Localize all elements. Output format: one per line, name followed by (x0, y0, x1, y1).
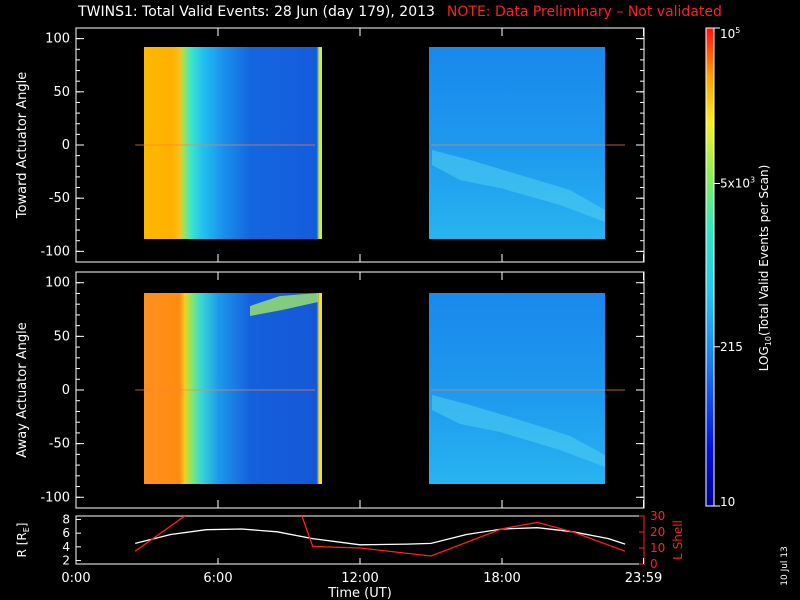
date-stamp: 10 Jul 13 (780, 546, 790, 586)
ytick-label: 100 (45, 276, 70, 291)
time-tick-label: 0:00 (61, 571, 90, 586)
away-heatmap (144, 293, 605, 484)
ytick-label: -50 (49, 191, 70, 206)
away-segment-1 (144, 293, 322, 484)
toward-feature-band (432, 150, 605, 222)
colorbar-label: LOG10(Total Valid Events per Scan) (757, 165, 773, 372)
colorbar (705, 27, 715, 507)
colorbar-tick-label: 10 (720, 495, 735, 509)
away-feature-band (250, 293, 318, 316)
orbit-ytick-label: 2 (62, 554, 70, 568)
orbit-panel-frame (75, 515, 645, 565)
time-x-axis: 0:00 6:00 12:00 18:00 23:59 (61, 558, 662, 586)
time-tick-label: 23:59 (625, 571, 662, 586)
orbit-y2tick-label: 10 (650, 541, 665, 555)
orbit-clip-area (77, 517, 643, 563)
orbit-y2tick-label: 0 (650, 557, 658, 571)
away-feature-band-2 (432, 395, 605, 467)
toward-heatmap (144, 47, 605, 239)
orbit-ytick-label: 4 (62, 540, 70, 554)
ytick-label: 0 (62, 383, 70, 398)
colorbar-tick-label: 215 (720, 340, 743, 354)
ytick-label: 0 (62, 138, 70, 153)
colorbar-ticks: 105 5x103 215 10 (714, 26, 755, 509)
orbit-lines (77, 516, 643, 563)
time-tick-label: 12:00 (341, 571, 378, 586)
chart-title: TWINS1: Total Valid Events: 28 Jun (day … (0, 4, 800, 20)
orbit-y2label: L Shell (671, 520, 685, 560)
time-axis-label: Time (UT) (327, 586, 392, 600)
preliminary-note: NOTE: Data Preliminary – Not validated (446, 4, 722, 20)
colorbar-tick-label: 5x103 (720, 175, 755, 190)
away-y-axis: 100 50 0 -50 -100 (40, 272, 645, 508)
ytick-label: 50 (53, 329, 70, 344)
ytick-label: -100 (40, 490, 70, 505)
ytick-label: -100 (40, 244, 70, 259)
r-series-line (135, 527, 626, 546)
time-tick-label: 18:00 (483, 571, 520, 586)
time-tick-label: 6:00 (203, 571, 232, 586)
orbit-y2tick-label: 30 (650, 509, 665, 523)
ytick-label: -50 (49, 437, 70, 452)
ytick-label: 50 (53, 85, 70, 100)
ytick-label: 100 (45, 32, 70, 47)
orbit-y2tick-label: 20 (650, 525, 665, 539)
orbit-ytick-label: 6 (62, 526, 70, 540)
toward-segment-1 (144, 47, 322, 239)
lshell-series-line (134, 516, 626, 557)
colorbar-tick-label: 105 (720, 26, 740, 41)
toward-y-axis: 100 50 0 -50 -100 (40, 28, 645, 262)
away-ylabel: Away Actuator Angle (15, 322, 30, 457)
orbit-ytick-label: 8 (62, 512, 70, 526)
orbit-ylabel: R [RE] (15, 523, 31, 558)
toward-ylabel: Toward Actuator Angle (15, 72, 30, 219)
chart-title-text: TWINS1: Total Valid Events: 28 Jun (day … (78, 4, 435, 20)
